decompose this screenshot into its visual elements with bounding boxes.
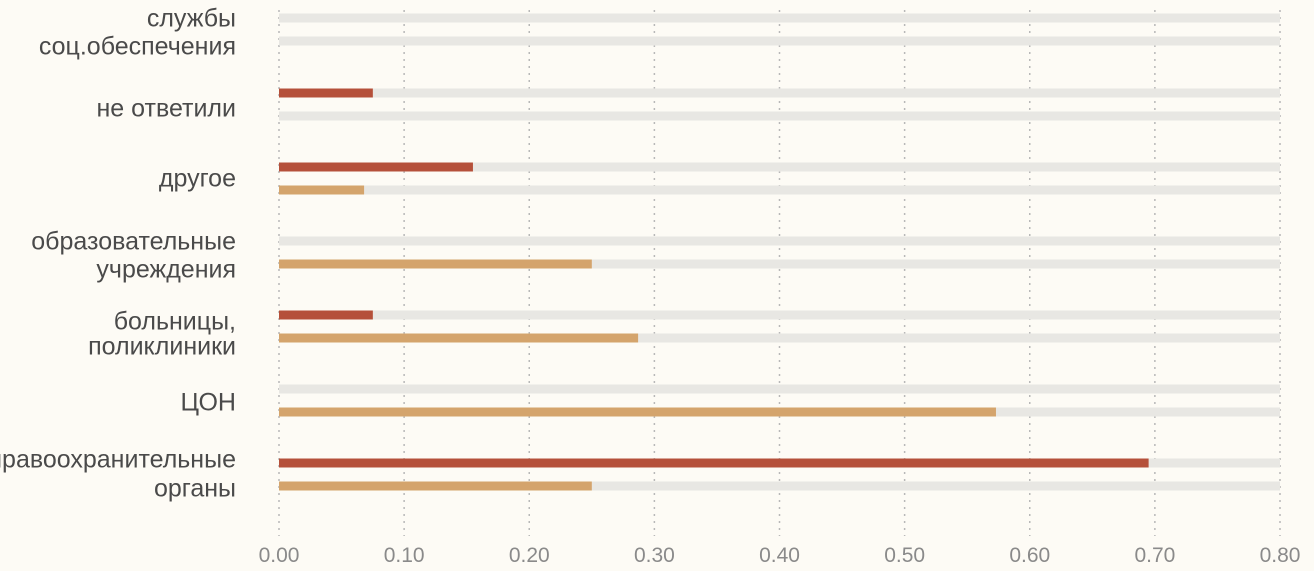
bar xyxy=(279,88,373,98)
bar-track xyxy=(279,310,1280,320)
bar xyxy=(279,407,996,417)
x-tick-label: 0.60 xyxy=(1009,544,1050,567)
category-label: ЦОН xyxy=(181,389,236,417)
bar-track xyxy=(279,333,1280,343)
bar-track xyxy=(279,13,1280,23)
category-label: правоохранительные xyxy=(0,446,236,474)
category-label: поликлиники xyxy=(88,333,236,361)
bar-track xyxy=(279,185,1280,195)
x-tick-label: 0.30 xyxy=(634,544,675,567)
bar-track xyxy=(279,481,1280,491)
bar-track xyxy=(279,162,1280,172)
x-tick-label: 0.10 xyxy=(384,544,425,567)
category-label: соц.обеспечения xyxy=(39,33,236,61)
x-tick-label: 0.50 xyxy=(884,544,925,567)
bar xyxy=(279,458,1149,468)
bar-track xyxy=(279,88,1280,98)
bar-track xyxy=(279,259,1280,269)
category-label: не ответили xyxy=(96,95,236,123)
bars xyxy=(279,88,1149,491)
category-label: учреждения xyxy=(96,256,236,284)
bar xyxy=(279,310,373,320)
category-label: образовательные xyxy=(31,228,236,256)
bar-track xyxy=(279,384,1280,394)
bar xyxy=(279,162,473,172)
category-label: службы xyxy=(147,5,236,33)
bar xyxy=(279,481,592,491)
category-label: больницы, xyxy=(114,308,236,336)
bar-track xyxy=(279,236,1280,246)
x-tick-label: 0.70 xyxy=(1134,544,1175,567)
bar-track xyxy=(279,111,1280,121)
bar xyxy=(279,259,592,269)
category-label: органы xyxy=(154,475,236,503)
bar-tracks xyxy=(279,13,1280,491)
x-tick-label: 0.00 xyxy=(259,544,300,567)
x-tick-label: 0.40 xyxy=(759,544,800,567)
category-label: другое xyxy=(159,165,236,193)
x-tick-label: 0.20 xyxy=(509,544,550,567)
bar-track xyxy=(279,36,1280,46)
bar xyxy=(279,333,639,343)
x-axis-ticks: 0.00 0.10 0.20 0.30 0.40 0.50 0.60 0.70 0.80 xyxy=(259,544,1301,567)
bar xyxy=(279,185,365,195)
x-tick-label: 0.80 xyxy=(1260,544,1301,567)
